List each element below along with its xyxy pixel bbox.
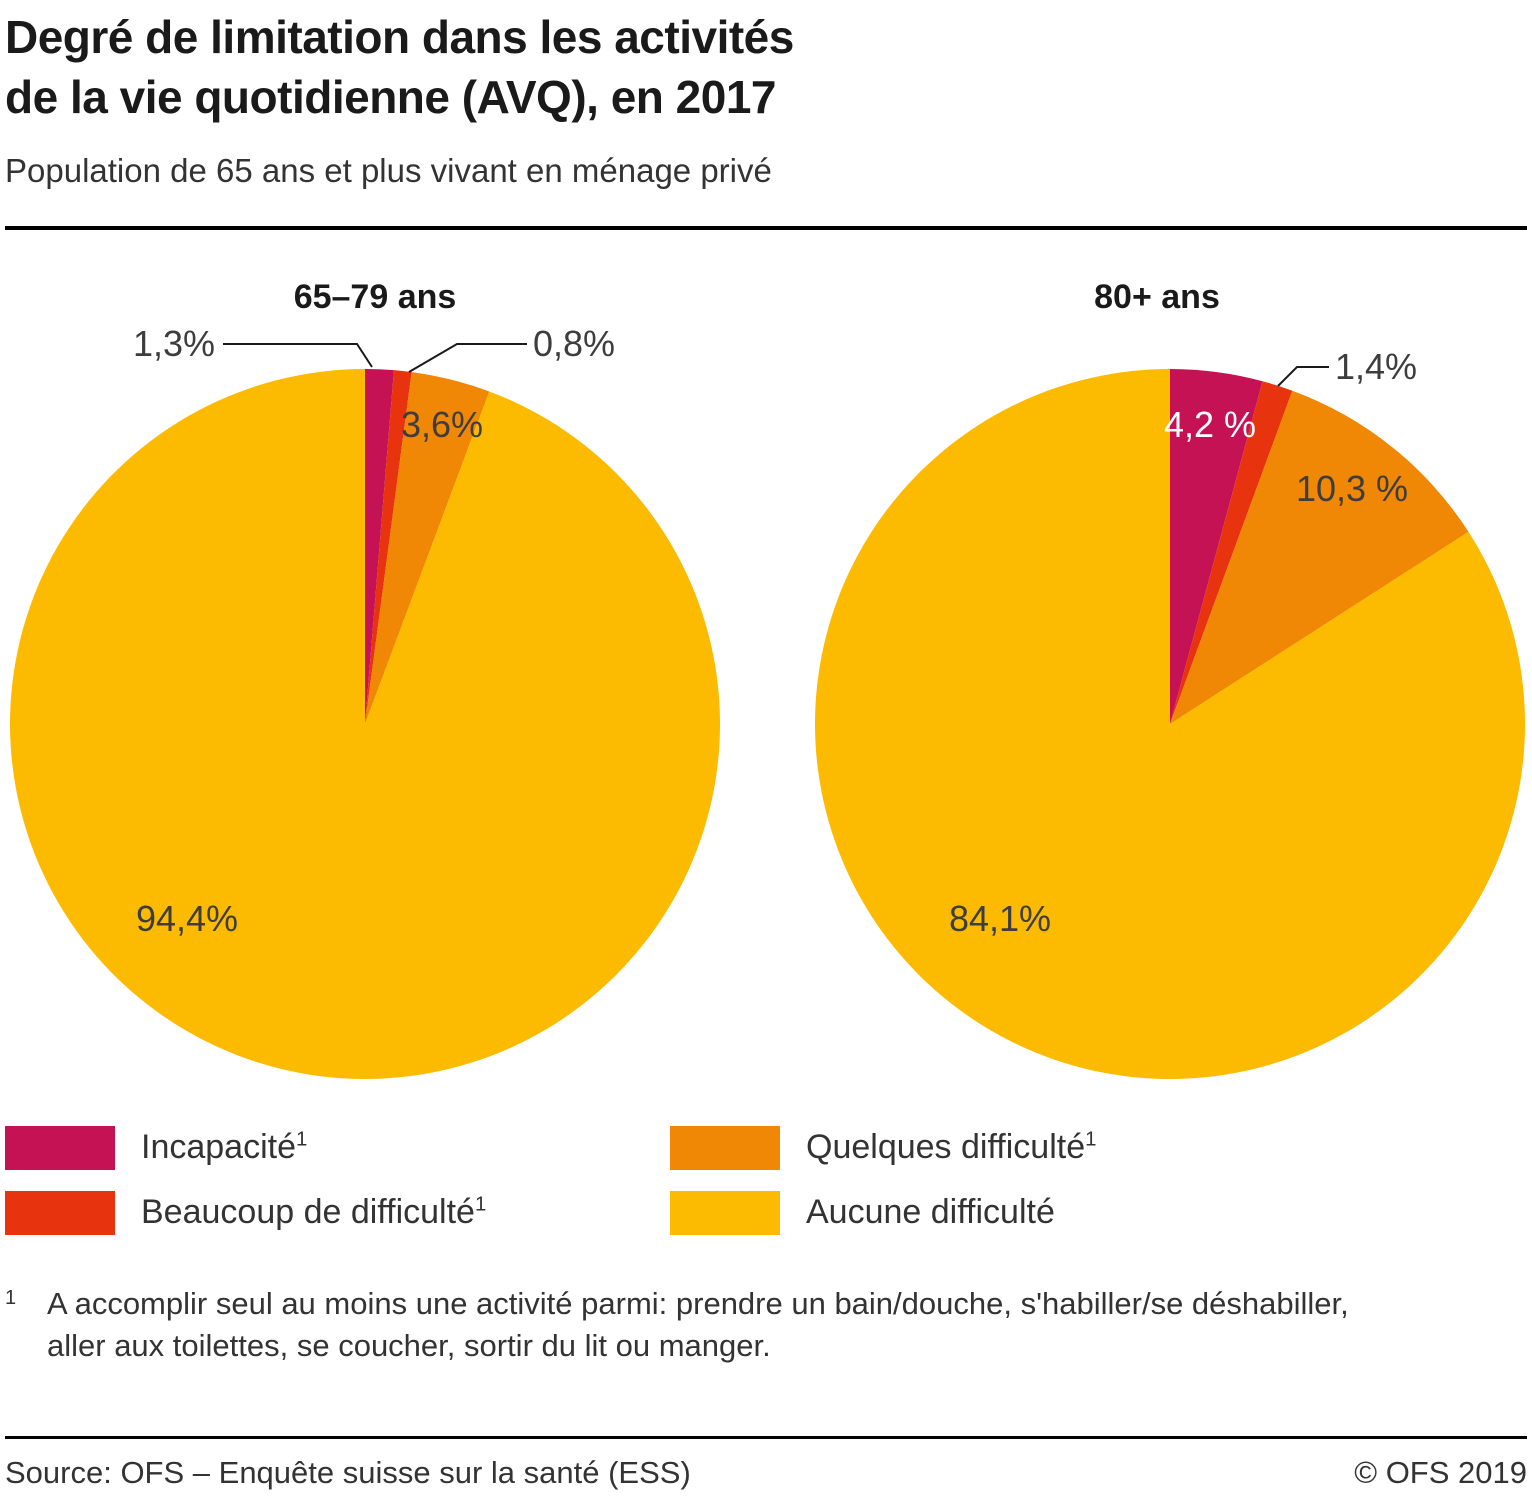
legend-swatch	[5, 1190, 115, 1235]
footnote-mark: 1	[5, 1286, 17, 1309]
pie-slice-incapacite	[1170, 368, 1263, 724]
label-leader-line	[408, 342, 527, 373]
footnote: 1 A accomplir seul au moins une activité…	[5, 1283, 1527, 1369]
legend-item: Beaucoup de difficulté1	[5, 1190, 670, 1235]
pie-label-beaucoup-de-difficulte: 0,8%	[533, 323, 615, 364]
pie-slice-beaucoup-de-difficulte	[1170, 380, 1293, 724]
page-subtitle: Population de 65 ans et plus vivant en m…	[5, 151, 772, 189]
pie-label-quelques-difficulte: 10,3 %	[1296, 468, 1408, 509]
pie-slice-aucune-difficulte	[9, 368, 720, 1079]
pie-label-beaucoup-de-difficulte: 1,4%	[1335, 346, 1417, 387]
pie-label-incapacite: 4,2 %	[1164, 404, 1256, 445]
page-title-line1: Degré de limitation dans les activités	[5, 11, 794, 63]
legend-label: Quelques difficulté1	[806, 1128, 1097, 1167]
label-leader-line	[223, 342, 373, 368]
pie-label-quelques-difficulte: 3,6%	[401, 404, 483, 445]
pie-slice-quelques-difficulte	[365, 371, 490, 724]
footnote-text: A accomplir seul au moins une activité p…	[47, 1285, 1349, 1364]
pie-slice-aucune-difficulte	[815, 368, 1526, 1079]
legend-item: Aucune difficulté	[670, 1190, 1527, 1235]
page-title: Degré de limitation dans les activités d…	[5, 8, 1527, 128]
legend-label: Beaucoup de difficulté1	[141, 1193, 487, 1232]
label-leader-line	[1277, 365, 1329, 387]
pie-slice-beaucoup-de-difficulte	[365, 369, 412, 724]
chart-title-65-79: 65–79 ans	[293, 277, 457, 316]
source-text: Source: OFS – Enquête suisse sur la sant…	[5, 1455, 691, 1491]
pie-label-aucune-difficulte: 94,4%	[136, 898, 238, 939]
legend-item: Quelques difficulté1	[670, 1125, 1527, 1170]
legend-label: Incapacité1	[141, 1128, 308, 1167]
legend-swatch	[670, 1125, 780, 1170]
legend: Incapacité1 Beaucoup de difficulté1 Quel…	[5, 1125, 1527, 1235]
pie-slice-incapacite	[365, 368, 394, 724]
pie-chart-80-plus: 4,2 % 1,4% 10,3 % 84,1%	[815, 346, 1526, 1079]
legend-swatch	[5, 1125, 115, 1170]
pie-slice-quelques-difficulte	[1170, 390, 1469, 724]
chart-title-80-plus: 80+ ans	[1094, 277, 1220, 316]
charts-area: 65–79 ans 1,3% 0,8% 3,6% 94,4% 80+ ans 4,2 …	[5, 278, 1527, 1094]
chart-figure-65-79: 65–79 ans 1,3% 0,8% 3,6% 94,4%	[5, 278, 745, 1094]
pie-chart-65-79: 1,3% 0,8% 3,6% 94,4%	[9, 323, 720, 1079]
pie-label-incapacite: 1,3%	[133, 323, 215, 364]
top-divider	[5, 225, 1527, 230]
footer: Source: OFS – Enquête suisse sur la sant…	[5, 1455, 1527, 1491]
legend-label: Aucune difficulté	[806, 1193, 1055, 1232]
legend-item: Incapacité1	[5, 1125, 670, 1170]
copyright-text: © OFS 2019	[1354, 1455, 1527, 1491]
page-title-line2: de la vie quotidienne (AVQ), en 2017	[5, 70, 777, 123]
legend-swatch	[670, 1190, 780, 1235]
pie-label-aucune-difficulte: 84,1%	[949, 898, 1051, 939]
header: Degré de limitation dans les activités d…	[5, 8, 1527, 190]
bottom-divider	[5, 1436, 1527, 1440]
chart-figure-80-plus: 80+ ans 4,2 % 1,4% 10,3 % 84,1%	[787, 278, 1527, 1094]
